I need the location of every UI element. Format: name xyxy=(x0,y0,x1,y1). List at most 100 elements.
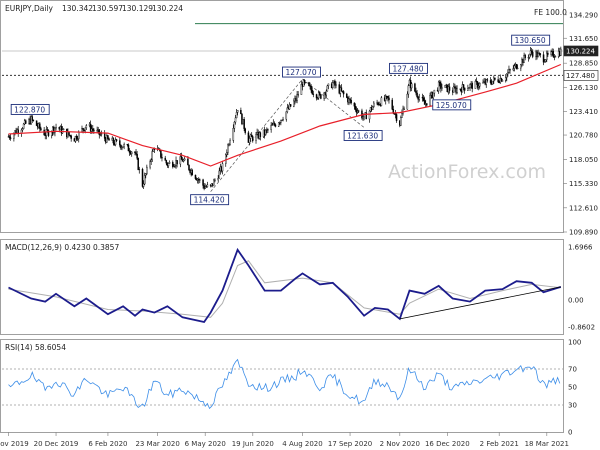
candle-body xyxy=(350,100,352,104)
candle-body xyxy=(289,104,292,107)
candle-body xyxy=(119,140,121,146)
candle-body xyxy=(228,144,230,146)
candle-body xyxy=(547,52,549,55)
candle-body xyxy=(226,152,228,156)
candle-body xyxy=(325,90,328,96)
candle-body xyxy=(468,87,470,89)
candle-body xyxy=(340,87,343,92)
candle-body xyxy=(191,170,193,176)
candle-body xyxy=(316,97,319,99)
x-tick-label: 2 Nov 2020 xyxy=(380,440,420,448)
candle-body xyxy=(172,162,174,167)
candle-body xyxy=(264,129,267,135)
candle-body xyxy=(554,56,557,58)
candle-body xyxy=(475,80,478,83)
candle-body xyxy=(149,161,151,168)
candle-body xyxy=(137,158,139,170)
candle-body xyxy=(362,116,364,119)
candle-body xyxy=(244,128,246,133)
candle-body xyxy=(501,80,504,82)
rsi-y-tick-label: 0 xyxy=(568,429,572,437)
x-tick-label: 6 Nov 2019 xyxy=(0,440,29,448)
candle-body xyxy=(326,85,329,92)
candle-body xyxy=(537,53,539,58)
price-y-tick-label: 134.290 xyxy=(569,11,598,19)
rsi-layer: 100 70 50 30 0 xyxy=(2,339,581,437)
candle-body xyxy=(550,51,552,55)
candle-body xyxy=(30,116,32,125)
candle-body xyxy=(489,80,492,83)
candle-body xyxy=(247,132,250,143)
candle-body xyxy=(426,103,428,106)
candle-body xyxy=(355,109,358,113)
pivot-label: 122.870 xyxy=(14,105,45,114)
price-header-low: 130.129 xyxy=(122,4,153,13)
candle-body xyxy=(380,97,383,106)
candle-body xyxy=(232,128,235,141)
candle-body xyxy=(75,136,78,140)
candle-body xyxy=(146,166,148,174)
candle-body xyxy=(70,135,72,139)
candle-body xyxy=(384,95,387,101)
candle-body xyxy=(456,88,458,93)
candle-body xyxy=(165,160,168,164)
candle-body xyxy=(462,84,465,89)
rsi-line xyxy=(8,358,561,410)
price-header-open: 130.342 xyxy=(62,4,93,13)
candle-body xyxy=(474,80,477,89)
current-price-tag-label: 130.224 xyxy=(566,47,595,55)
axis-layer: 6 Nov 2019 20 Dec 2019 6 Feb 2020 23 Mar 20… xyxy=(0,432,569,448)
candle-body xyxy=(485,79,488,85)
candle-body xyxy=(103,133,106,139)
candle-body xyxy=(422,97,425,101)
candle-body xyxy=(341,90,344,92)
candle-body xyxy=(391,99,393,110)
candle-body xyxy=(288,104,291,110)
candle-body xyxy=(128,150,131,153)
price-y-tick-label: 131.650 xyxy=(569,35,598,43)
x-tick-label: 16 Dec 2020 xyxy=(425,440,470,448)
macd-layer: 1.6966 0.00 -0.8602 xyxy=(8,243,595,332)
rsi-y-tick-label: 70 xyxy=(568,366,577,374)
candle-body xyxy=(8,136,11,139)
candle-body xyxy=(221,163,224,172)
macd-header: MACD(12,26,9) 0.4230 0.3857 xyxy=(5,243,119,252)
candle-body xyxy=(539,53,542,55)
candle-body xyxy=(173,166,175,168)
pivot-label-box xyxy=(282,66,321,78)
candle-body xyxy=(531,52,534,57)
candle-body xyxy=(141,168,144,187)
price-y-tick-label: 123.410 xyxy=(569,108,598,116)
candle-body xyxy=(357,110,360,112)
candle-body xyxy=(205,186,208,188)
candle-body xyxy=(167,163,170,166)
candle-body xyxy=(136,153,138,159)
candle-body xyxy=(17,129,19,134)
candle-body xyxy=(507,72,509,75)
candle-body xyxy=(543,61,546,63)
candle-body xyxy=(259,132,262,137)
candle-body xyxy=(277,122,280,127)
candle-body xyxy=(312,93,315,95)
candle-body xyxy=(161,157,163,159)
candle-body xyxy=(115,139,118,141)
candle-body xyxy=(135,152,137,155)
candle-body xyxy=(176,160,178,165)
candle-body xyxy=(528,53,531,58)
x-tick-label: 18 Mar 2021 xyxy=(525,440,569,448)
candle-body xyxy=(293,100,295,107)
x-tick-label: 2 Feb 2021 xyxy=(480,440,519,448)
candle-body xyxy=(142,183,145,187)
candle-body xyxy=(108,138,110,141)
candle-body xyxy=(40,128,42,131)
candle-body xyxy=(229,140,231,145)
candle-body xyxy=(25,120,27,124)
x-tick-label: 6 Feb 2020 xyxy=(88,440,127,448)
candle-body xyxy=(267,129,269,131)
price-header-close: 130.224 xyxy=(152,4,183,13)
candle-body xyxy=(89,123,92,132)
candle-body xyxy=(368,110,371,120)
candle-body xyxy=(429,95,431,106)
candle-body xyxy=(180,156,183,160)
